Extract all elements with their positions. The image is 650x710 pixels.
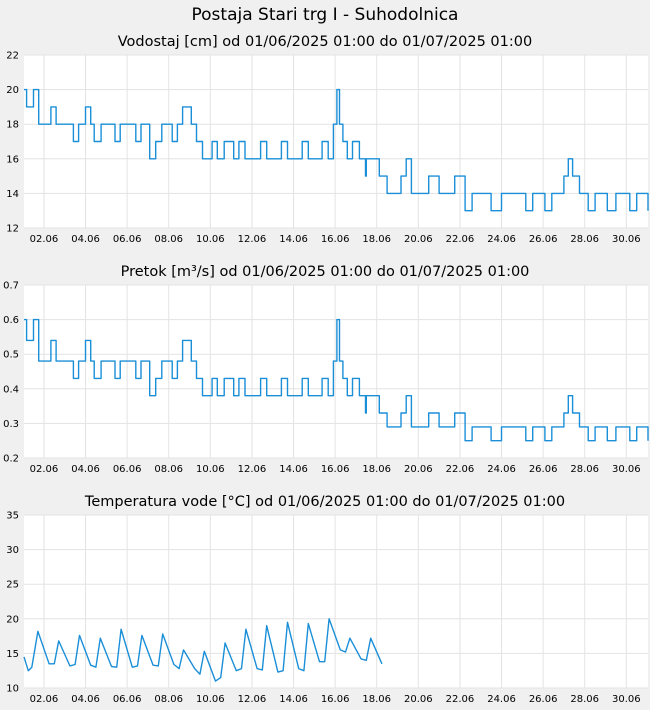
y-tick-label: 0.3 — [3, 419, 19, 430]
x-tick-label: 14.06 — [279, 694, 308, 705]
page-title: Postaja Stari trg I - Suhodolnica — [192, 5, 459, 25]
x-tick-label: 02.06 — [30, 234, 59, 245]
y-tick-label: 15 — [6, 649, 19, 660]
x-tick-label: 28.06 — [570, 464, 599, 475]
series-line — [23, 618, 383, 682]
series-line — [24, 318, 649, 442]
chart-panel-3: Temperatura vode [°C] od 01/06/2025 01:0… — [6, 494, 648, 705]
y-tick-label: 10 — [6, 684, 19, 695]
y-tick-label: 20 — [6, 614, 19, 625]
x-tick-label: 12.06 — [238, 464, 267, 475]
x-tick-label: 22.06 — [446, 234, 475, 245]
x-tick-label: 30.06 — [612, 694, 641, 705]
series-line — [24, 88, 649, 212]
chart-title: Vodostaj [cm] od 01/06/2025 01:00 do 01/… — [118, 34, 532, 50]
x-tick-label: 10.06 — [196, 234, 225, 245]
x-tick-label: 30.06 — [612, 464, 641, 475]
y-tick-label: 18 — [6, 120, 19, 131]
x-tick-label: 18.06 — [362, 694, 391, 705]
y-tick-label: 14 — [6, 189, 19, 200]
x-tick-label: 26.06 — [529, 464, 558, 475]
plot-area — [24, 285, 648, 458]
chart-title: Temperatura vode [°C] od 01/06/2025 01:0… — [84, 494, 565, 510]
x-tick-label: 04.06 — [71, 464, 100, 475]
x-tick-label: 16.06 — [321, 234, 350, 245]
y-tick-label: 0.4 — [3, 384, 19, 395]
x-tick-label: 12.06 — [238, 234, 267, 245]
chart-panel-2: Pretok [m³/s] od 01/06/2025 01:00 do 01/… — [3, 264, 649, 475]
x-tick-label: 24.06 — [487, 234, 516, 245]
x-tick-label: 14.06 — [279, 234, 308, 245]
x-tick-label: 18.06 — [362, 464, 391, 475]
x-tick-label: 20.06 — [404, 234, 433, 245]
x-tick-label: 24.06 — [487, 694, 516, 705]
plot-area — [24, 55, 648, 228]
x-tick-label: 18.06 — [362, 234, 391, 245]
chart-title: Pretok [m³/s] od 01/06/2025 01:00 do 01/… — [121, 264, 530, 280]
chart-panel-1: Vodostaj [cm] od 01/06/2025 01:00 do 01/… — [6, 34, 649, 245]
y-tick-label: 30 — [6, 545, 19, 556]
y-tick-label: 20 — [6, 85, 19, 96]
x-tick-label: 06.06 — [113, 464, 142, 475]
x-tick-label: 04.06 — [71, 694, 100, 705]
y-tick-label: 0.5 — [3, 350, 19, 361]
y-tick-label: 0.7 — [3, 281, 19, 292]
x-tick-label: 10.06 — [196, 464, 225, 475]
x-tick-label: 12.06 — [238, 694, 267, 705]
x-tick-label: 14.06 — [279, 464, 308, 475]
x-tick-label: 26.06 — [529, 234, 558, 245]
y-tick-label: 22 — [6, 51, 19, 62]
x-tick-label: 06.06 — [113, 694, 142, 705]
y-tick-label: 0.6 — [3, 315, 19, 326]
x-tick-label: 16.06 — [321, 694, 350, 705]
x-tick-label: 20.06 — [404, 464, 433, 475]
x-tick-label: 08.06 — [154, 694, 183, 705]
y-tick-label: 0.2 — [3, 454, 19, 465]
y-tick-label: 35 — [6, 511, 19, 522]
y-tick-label: 16 — [6, 154, 19, 165]
x-tick-label: 24.06 — [487, 464, 516, 475]
x-tick-label: 10.06 — [196, 694, 225, 705]
x-tick-label: 28.06 — [570, 694, 599, 705]
x-tick-label: 22.06 — [446, 694, 475, 705]
x-tick-label: 04.06 — [71, 234, 100, 245]
y-tick-label: 25 — [6, 580, 19, 591]
x-tick-label: 22.06 — [446, 464, 475, 475]
x-tick-label: 16.06 — [321, 464, 350, 475]
x-tick-label: 30.06 — [612, 234, 641, 245]
x-tick-label: 02.06 — [30, 694, 59, 705]
x-tick-label: 08.06 — [154, 234, 183, 245]
x-tick-label: 28.06 — [570, 234, 599, 245]
x-tick-label: 26.06 — [529, 694, 558, 705]
x-tick-label: 20.06 — [404, 694, 433, 705]
x-tick-label: 08.06 — [154, 464, 183, 475]
x-tick-label: 02.06 — [30, 464, 59, 475]
x-tick-label: 06.06 — [113, 234, 142, 245]
plot-area — [24, 515, 648, 688]
y-tick-label: 12 — [6, 224, 19, 235]
